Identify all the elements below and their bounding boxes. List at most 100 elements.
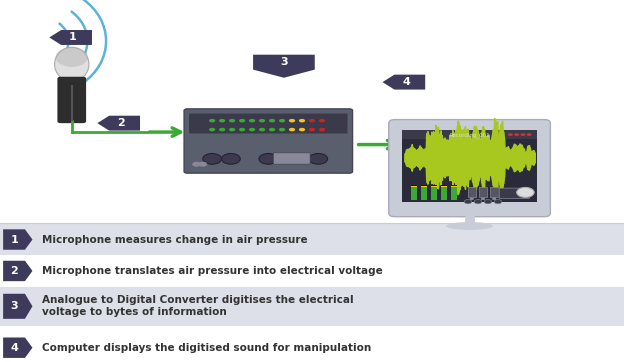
Circle shape (259, 153, 278, 164)
FancyArrow shape (3, 294, 32, 319)
Circle shape (514, 133, 519, 136)
Circle shape (289, 128, 295, 131)
Polygon shape (253, 55, 314, 78)
FancyBboxPatch shape (499, 188, 530, 198)
Circle shape (198, 162, 207, 167)
Ellipse shape (55, 47, 89, 81)
Circle shape (481, 198, 485, 200)
Text: 4: 4 (402, 77, 410, 87)
Circle shape (492, 198, 496, 200)
Circle shape (249, 119, 255, 122)
FancyBboxPatch shape (389, 119, 550, 217)
Circle shape (494, 199, 502, 204)
Circle shape (470, 198, 474, 200)
Polygon shape (97, 116, 140, 131)
Bar (0, 332, 624, 362)
Circle shape (492, 198, 496, 200)
Circle shape (209, 119, 215, 122)
Text: 1: 1 (11, 235, 18, 245)
Circle shape (470, 198, 474, 200)
Text: 1: 1 (69, 33, 77, 42)
Circle shape (289, 119, 295, 122)
Circle shape (269, 119, 275, 122)
Circle shape (219, 128, 225, 131)
Text: 2: 2 (11, 266, 18, 276)
Bar (431, 186, 437, 188)
Bar (451, 186, 457, 188)
FancyBboxPatch shape (184, 109, 353, 173)
Text: Microphone translates air pressure into electrical voltage: Microphone translates air pressure into … (42, 266, 383, 276)
Bar (441, 188, 447, 199)
Circle shape (527, 133, 532, 136)
Circle shape (222, 153, 240, 164)
Circle shape (192, 162, 201, 167)
Circle shape (279, 128, 285, 131)
Circle shape (464, 199, 472, 204)
Text: 2: 2 (117, 118, 125, 128)
Text: Computer displays the digitised sound for manipulation: Computer displays the digitised sound fo… (42, 343, 372, 353)
Circle shape (299, 119, 305, 122)
Circle shape (474, 199, 482, 204)
Bar (431, 188, 437, 199)
Circle shape (481, 198, 485, 200)
FancyArrow shape (3, 337, 32, 358)
Circle shape (484, 199, 492, 204)
Bar (451, 188, 457, 199)
Bar (451, 185, 457, 199)
Text: 4: 4 (11, 343, 18, 353)
Bar (411, 186, 417, 188)
Bar (421, 188, 427, 199)
Circle shape (209, 128, 215, 131)
Bar (402, 130, 537, 202)
Circle shape (269, 128, 275, 131)
Circle shape (259, 119, 265, 122)
Circle shape (481, 198, 485, 200)
Circle shape (319, 128, 325, 131)
Circle shape (520, 133, 525, 136)
Bar (490, 188, 499, 197)
FancyArrow shape (3, 261, 32, 281)
Bar (411, 185, 417, 199)
Circle shape (492, 198, 496, 200)
Bar (431, 185, 437, 199)
Text: 3: 3 (280, 57, 288, 67)
Polygon shape (383, 75, 425, 89)
Circle shape (319, 119, 325, 122)
Circle shape (249, 128, 255, 131)
Bar (441, 186, 447, 188)
Circle shape (279, 119, 285, 122)
Bar (441, 185, 447, 199)
Bar (421, 186, 427, 188)
Circle shape (309, 153, 328, 164)
Ellipse shape (446, 222, 493, 230)
Text: 3: 3 (11, 301, 18, 311)
Text: Recording_001: Recording_001 (449, 132, 490, 138)
Bar (0, 224, 624, 255)
Circle shape (229, 128, 235, 131)
FancyArrow shape (3, 229, 32, 250)
Circle shape (517, 188, 534, 197)
Circle shape (259, 128, 265, 131)
Circle shape (219, 119, 225, 122)
Circle shape (203, 153, 222, 164)
FancyBboxPatch shape (273, 153, 310, 164)
Circle shape (239, 128, 245, 131)
Bar (0, 287, 624, 325)
Circle shape (309, 119, 315, 122)
Ellipse shape (56, 47, 88, 67)
Circle shape (508, 133, 513, 136)
Bar (402, 130, 537, 139)
Circle shape (470, 198, 474, 200)
Bar (411, 188, 417, 199)
Circle shape (239, 119, 245, 122)
FancyBboxPatch shape (57, 77, 86, 123)
Bar (0, 255, 624, 287)
Bar (479, 188, 487, 197)
Text: Microphone measures change in air pressure: Microphone measures change in air pressu… (42, 235, 308, 245)
Polygon shape (49, 30, 92, 45)
FancyBboxPatch shape (189, 114, 348, 134)
Circle shape (229, 119, 235, 122)
Circle shape (299, 128, 305, 131)
Bar (421, 185, 427, 199)
Bar (468, 188, 476, 197)
